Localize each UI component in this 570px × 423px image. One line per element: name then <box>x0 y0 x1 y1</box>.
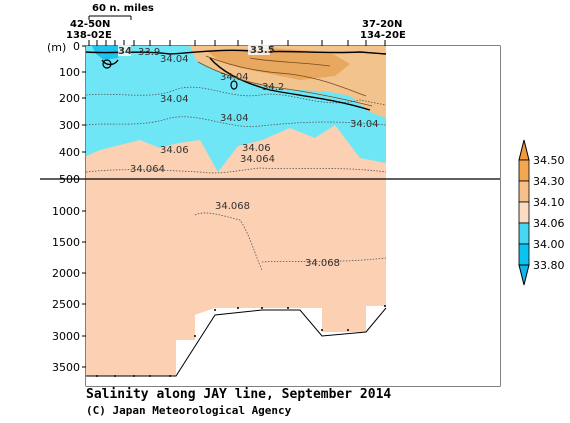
colorbar-tick-label: 34.30 <box>533 175 565 188</box>
y-tick-label: 500 <box>59 173 80 186</box>
contour-label: 34.06 <box>242 143 271 154</box>
colorbar-tick-label: 34.06 <box>533 217 565 230</box>
y-tick-label: 200 <box>59 92 80 105</box>
bottom-sample-dots <box>96 305 386 377</box>
y-tick-label: 3000 <box>52 330 80 343</box>
y-tick-label: 400 <box>59 146 80 159</box>
chart-title: Salinity along JAY line, September 2014 <box>86 387 392 402</box>
distance-scale-bar: 60 n. miles <box>88 3 154 20</box>
y-tick-label: 100 <box>59 66 80 79</box>
contour-labels: 34 33.9 33.5 34.04 34.04 34.04 34.04 34.… <box>118 44 379 269</box>
colorbar: 34.50 34.30 34.10 34.06 34.00 33.80 <box>518 139 565 286</box>
colorbar-tick-label: 34.10 <box>533 196 565 209</box>
bottom-topography-line <box>86 307 387 377</box>
contour-label: 34.04 <box>220 113 249 124</box>
contour-lines <box>86 86 387 271</box>
colorbar-segment <box>518 180 530 203</box>
contour-label: 34.04 <box>350 119 379 130</box>
contour-label: 34.04 <box>160 54 189 65</box>
colorbar-tick-label: 33.80 <box>533 259 565 272</box>
colorbar-tick-label: 34.50 <box>533 154 565 167</box>
contour-label: 34.068 <box>305 258 340 269</box>
scale-label: 60 n. miles <box>92 3 154 14</box>
y-tick-marks <box>82 45 86 368</box>
contour-label: 34.068 <box>215 201 250 212</box>
contour-label: 34.2 <box>262 82 284 93</box>
y-tick-label: 3500 <box>52 361 80 374</box>
colorbar-segment <box>518 243 530 266</box>
colorbar-segment <box>518 159 530 182</box>
station-ticks <box>88 40 386 46</box>
contour-label: 34 <box>118 46 132 57</box>
colorbar-tick-label: 34.00 <box>533 238 565 251</box>
right-station-lon: 134-20E <box>360 30 406 41</box>
chart-credit: (C) Japan Meteorological Agency <box>86 404 292 417</box>
contour-label: 34.06 <box>160 145 189 156</box>
contour-label: 33.9 <box>138 47 160 58</box>
y-tick-label: 0 <box>73 40 80 53</box>
colorbar-segment <box>518 201 530 224</box>
colorbar-low-arrow <box>518 264 530 286</box>
right-station-lat: 37-20N <box>362 19 402 30</box>
surface-brown-contours <box>197 55 373 107</box>
y-tick-label: 2500 <box>52 298 80 311</box>
y-tick-label: 300 <box>59 119 80 132</box>
contour-label: 34.064 <box>240 154 275 165</box>
y-ticks-lower: 1000 1500 2000 2500 3000 3500 <box>52 205 80 374</box>
contour-label: 33.5 <box>250 45 275 56</box>
contour-label: 34.064 <box>130 164 165 175</box>
left-station-lon: 138-02E <box>66 30 112 41</box>
y-tick-label: 1000 <box>52 205 80 218</box>
left-station-lat: 42-50N <box>70 19 110 30</box>
contour-label: 34.04 <box>220 72 249 83</box>
surface-high-core <box>206 48 350 80</box>
colorbar-high-arrow <box>518 139 530 161</box>
y-axis-label: (m) <box>47 41 66 54</box>
contour-label: 34.04 <box>160 94 189 105</box>
y-tick-label: 1500 <box>52 236 80 249</box>
colorbar-segment <box>518 222 530 245</box>
y-ticks-upper: 0 100 200 300 400 500 <box>59 40 80 186</box>
y-tick-label: 2000 <box>52 267 80 280</box>
